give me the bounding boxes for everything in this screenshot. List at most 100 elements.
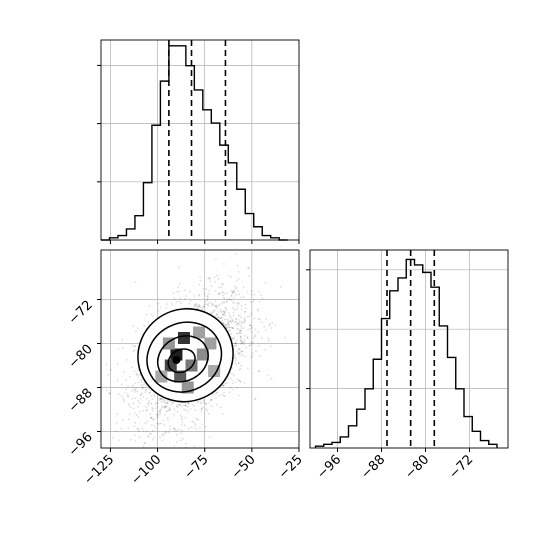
sample-point xyxy=(222,313,225,316)
sample-point xyxy=(279,286,282,288)
sample-point xyxy=(154,407,157,410)
sample-point xyxy=(226,292,228,295)
sample-point xyxy=(144,391,147,394)
sample-point xyxy=(170,403,173,406)
sample-point xyxy=(107,373,110,376)
sample-point xyxy=(207,304,210,307)
sample-point xyxy=(205,288,208,291)
sample-point xyxy=(220,286,223,289)
sample-point xyxy=(134,382,136,385)
y-tick-label: −80 xyxy=(66,342,96,372)
sample-point xyxy=(131,384,134,387)
sample-point xyxy=(236,332,238,335)
sample-point xyxy=(152,438,154,441)
sample-point xyxy=(206,295,209,298)
sample-point xyxy=(232,338,235,340)
sample-point xyxy=(239,343,242,345)
sample-point xyxy=(150,417,153,419)
sample-point xyxy=(139,394,142,397)
sample-point xyxy=(194,303,196,306)
sample-point xyxy=(141,388,144,391)
sample-point xyxy=(221,314,224,316)
sample-point xyxy=(184,297,187,300)
sample-point xyxy=(137,381,140,384)
sample-point xyxy=(178,455,180,457)
sample-point xyxy=(208,289,210,292)
sample-point xyxy=(217,293,220,296)
sample-point xyxy=(241,341,244,344)
sample-point xyxy=(168,409,171,411)
sample-point xyxy=(236,302,239,304)
sample-point xyxy=(142,445,145,448)
sample-point xyxy=(216,403,219,406)
contour-line xyxy=(167,348,196,374)
sample-point xyxy=(147,436,150,438)
sample-point xyxy=(237,328,240,331)
sample-point xyxy=(196,419,198,421)
sample-point xyxy=(204,303,207,306)
sample-point xyxy=(134,388,137,390)
sample-point xyxy=(134,440,137,442)
contour-fill xyxy=(137,308,234,402)
sample-point xyxy=(174,428,177,431)
sample-point xyxy=(223,297,226,300)
sample-point xyxy=(227,377,230,380)
sample-point xyxy=(270,377,273,380)
sample-point xyxy=(228,329,231,332)
sample-point xyxy=(232,379,235,382)
sample-point xyxy=(233,361,236,364)
histogram-step-line xyxy=(314,258,498,448)
sample-point xyxy=(149,433,152,436)
sample-point xyxy=(232,314,235,317)
sample-point xyxy=(133,407,135,410)
sample-point xyxy=(206,409,209,412)
sample-point xyxy=(267,374,270,377)
sample-point xyxy=(235,318,237,321)
sample-point xyxy=(127,385,129,388)
sample-point xyxy=(178,403,181,406)
sample-point xyxy=(178,266,181,269)
sample-point xyxy=(137,376,140,379)
sample-point xyxy=(226,301,229,303)
sample-point xyxy=(224,382,227,385)
sample-point xyxy=(156,405,159,408)
sample-point xyxy=(147,320,150,323)
sample-point xyxy=(174,483,176,485)
sample-point xyxy=(218,317,221,319)
sample-point xyxy=(241,322,244,325)
sample-point xyxy=(124,391,127,394)
sample-point xyxy=(84,408,86,410)
sample-point xyxy=(222,296,225,299)
sample-point xyxy=(185,295,188,297)
sample-point xyxy=(214,305,217,307)
sample-point xyxy=(149,402,152,404)
sample-point xyxy=(153,394,156,397)
sample-point xyxy=(232,291,235,294)
sample-point xyxy=(254,335,256,338)
sample-point xyxy=(194,409,197,412)
sample-point xyxy=(159,436,162,439)
sample-point xyxy=(222,291,225,294)
sample-point xyxy=(195,417,198,420)
sample-point xyxy=(110,368,112,371)
sample-point xyxy=(156,401,159,404)
sample-point xyxy=(159,413,162,416)
sample-point xyxy=(173,428,176,430)
sample-point xyxy=(248,344,251,347)
sample-point xyxy=(141,392,144,395)
sample-point xyxy=(136,428,139,431)
sample-point xyxy=(132,388,135,391)
sample-point xyxy=(198,283,201,286)
sample-point xyxy=(133,345,136,348)
sample-point xyxy=(207,413,210,415)
sample-point xyxy=(163,432,166,435)
sample-point xyxy=(160,408,163,411)
sample-point xyxy=(236,264,239,267)
sample-point xyxy=(236,386,238,389)
sample-point xyxy=(199,426,201,429)
sample-point xyxy=(215,304,218,307)
sample-point xyxy=(248,274,251,277)
sample-point xyxy=(229,326,231,329)
sample-point xyxy=(238,323,241,326)
sample-point xyxy=(206,303,209,306)
